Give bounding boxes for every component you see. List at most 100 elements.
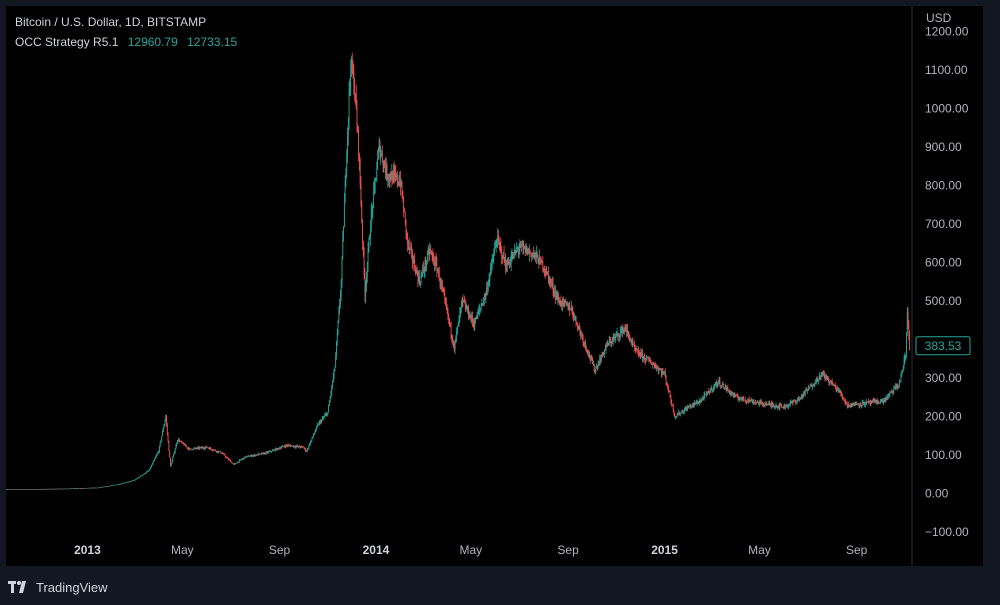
candle-body xyxy=(513,252,514,258)
last-price-value: 383.53 xyxy=(925,339,962,353)
candle-body xyxy=(395,173,397,177)
candle-body xyxy=(7,489,8,490)
candle-body xyxy=(827,378,829,380)
candle-body xyxy=(642,356,644,359)
candle-body xyxy=(367,249,369,265)
candle-body xyxy=(724,388,726,389)
candle-body xyxy=(750,399,752,402)
candle-body xyxy=(118,484,120,486)
candle-body xyxy=(79,488,81,489)
candle-body xyxy=(160,440,162,443)
candle-body xyxy=(642,353,643,359)
candle-body xyxy=(491,261,493,263)
indicator-name[interactable]: OCC Strategy R5.1 xyxy=(15,35,119,49)
candle-body xyxy=(351,58,353,72)
candle-body xyxy=(842,397,844,399)
candle-body xyxy=(238,461,239,463)
candle-body xyxy=(273,449,275,451)
candle-body xyxy=(214,449,216,451)
candle-body xyxy=(217,450,219,453)
candle-body xyxy=(376,169,378,179)
price-tick-label: 1100.00 xyxy=(925,63,968,77)
candle-body xyxy=(744,399,746,401)
candle-body xyxy=(529,251,531,253)
candle-body xyxy=(574,316,576,317)
candle-body xyxy=(346,154,348,173)
candle-body xyxy=(91,487,93,489)
candle-body xyxy=(124,482,126,484)
candle-body xyxy=(355,94,357,110)
candle-body xyxy=(900,376,902,382)
candle-body xyxy=(521,243,522,245)
candle-body xyxy=(213,449,215,451)
candle-body xyxy=(168,441,170,451)
time-axis[interactable]: 2013 May Sep 2014 May Sep 2015 May Sep xyxy=(74,543,868,557)
candle-body xyxy=(464,301,465,303)
candle-body xyxy=(142,474,144,476)
price-axis[interactable]: 1200.00 1100.00 1000.00 900.00 800.00 700.00 6… xyxy=(925,24,969,539)
candle-body xyxy=(196,447,198,449)
candle-body xyxy=(155,457,156,459)
candle-body xyxy=(31,489,33,490)
candle-body xyxy=(551,282,552,284)
candle-body xyxy=(366,264,368,278)
candle-body xyxy=(80,488,82,489)
candle-body xyxy=(672,404,673,406)
candle-body xyxy=(662,370,664,374)
candle-body xyxy=(573,315,575,318)
indicator-row[interactable]: OCC Strategy R5.1 12960.79 12733.15 xyxy=(15,32,237,52)
candle-body xyxy=(102,486,104,488)
candle-body xyxy=(321,418,323,420)
candle-body xyxy=(75,488,76,489)
candle-body xyxy=(185,446,187,447)
candle-body xyxy=(303,447,305,449)
candle-body xyxy=(756,402,758,403)
candle-body xyxy=(652,363,654,365)
footer-branding[interactable]: TradingView xyxy=(8,578,108,596)
symbol-title[interactable]: Bitcoin / U.S. Dollar, 1D, BITSTAMP xyxy=(15,15,207,29)
candle-body xyxy=(525,247,527,253)
symbol-title-row[interactable]: Bitcoin / U.S. Dollar, 1D, BITSTAMP xyxy=(15,12,237,32)
candle-body xyxy=(516,249,518,250)
candle-body xyxy=(849,404,851,407)
candle-body xyxy=(418,276,420,281)
candle-body xyxy=(811,385,813,387)
candle-body xyxy=(517,248,518,250)
candle-body xyxy=(646,357,648,359)
candle-body xyxy=(139,475,141,477)
candle-body xyxy=(663,373,665,374)
candle-body xyxy=(695,403,697,404)
candle-body xyxy=(630,340,632,343)
candle-body xyxy=(880,401,882,402)
candle-body xyxy=(876,400,878,403)
candle-body xyxy=(664,372,665,374)
candle-body xyxy=(312,436,314,438)
candle-body xyxy=(781,406,783,408)
candle-body xyxy=(808,387,809,391)
candle-body xyxy=(582,337,584,343)
candle-body xyxy=(359,160,361,184)
candle-body xyxy=(823,371,824,375)
candle-body xyxy=(689,405,691,407)
candle-body xyxy=(476,313,478,320)
candle-body xyxy=(581,334,583,338)
candlestick-chart[interactable]: 1200.00 1100.00 1000.00 900.00 800.00 700.00 6… xyxy=(6,6,983,566)
candle-body xyxy=(619,331,621,337)
candle-body xyxy=(18,489,20,490)
candle-body xyxy=(245,456,247,458)
candle-body xyxy=(266,452,268,453)
candle-body xyxy=(143,474,144,475)
candle-body xyxy=(53,488,55,490)
candle-body xyxy=(296,445,298,447)
candle-body xyxy=(226,457,228,459)
candle-body xyxy=(657,367,658,368)
candle-body xyxy=(531,253,533,257)
candle-body xyxy=(551,283,553,284)
candle-body xyxy=(272,450,274,451)
candle-body xyxy=(453,342,454,346)
candle-body xyxy=(253,454,255,456)
candle-body xyxy=(813,384,815,386)
candle-body xyxy=(591,357,593,361)
candle-body xyxy=(492,259,494,262)
candle-body xyxy=(623,328,625,330)
